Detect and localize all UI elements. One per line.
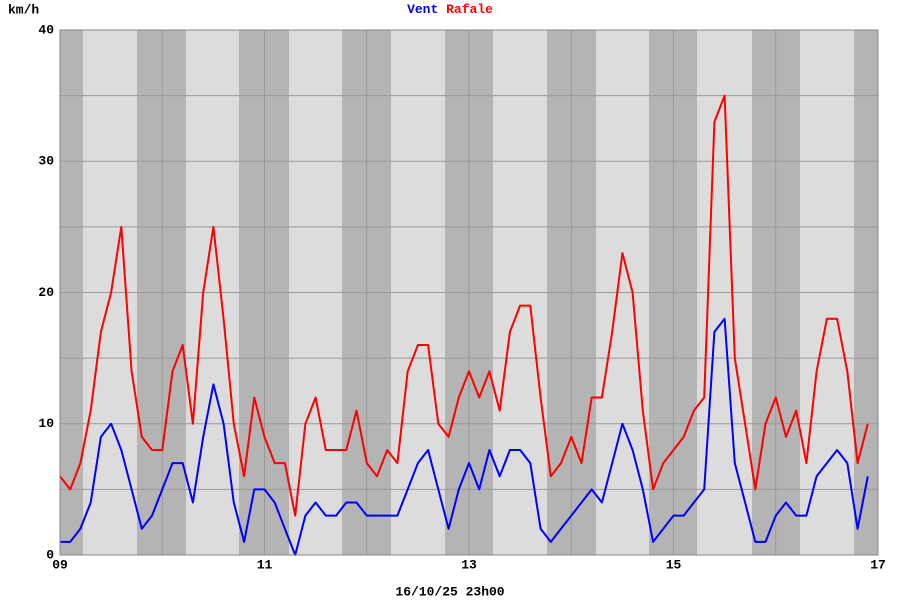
y-axis-label: km/h [8, 2, 39, 17]
x-axis-label: 16/10/25 23h00 [395, 584, 504, 599]
x-tick-label: 15 [666, 557, 682, 572]
y-tick-label: 20 [38, 285, 54, 300]
series-line [60, 317, 869, 556]
y-tick-label: 40 [38, 22, 54, 37]
y-tick-label: 0 [46, 547, 54, 562]
x-tick-label: 09 [52, 557, 68, 572]
x-tick-label: 17 [870, 557, 886, 572]
legend-entry: Vent [407, 2, 438, 17]
plot-frame [59, 29, 879, 556]
x-tick-label: 11 [257, 557, 273, 572]
y-tick-label: 10 [38, 416, 54, 431]
y-tick-label: 30 [38, 154, 54, 169]
legend: Vent Rafale [407, 2, 493, 17]
legend-entry: Rafale [446, 2, 493, 17]
series-line [59, 94, 869, 517]
x-tick-label: 13 [461, 557, 477, 572]
lines [59, 94, 869, 556]
